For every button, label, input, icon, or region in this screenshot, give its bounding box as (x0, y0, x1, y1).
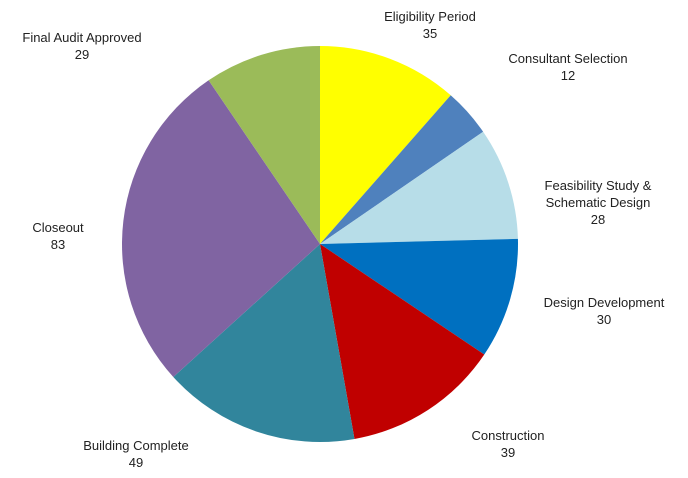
slice-label-consultant-selection: Consultant Selection 12 (508, 51, 627, 83)
slice-label-feasibility-study-and-schematic-design: Feasibility Study & Schematic Design 28 (545, 178, 652, 227)
slices-group (122, 46, 518, 442)
pie-slice-construction (320, 244, 485, 439)
slice-value-label: 12 (561, 68, 575, 83)
slice-label-line: Building Complete (83, 438, 189, 453)
slice-label-line: Feasibility Study & (545, 178, 652, 193)
slice-label-line: Closeout (32, 220, 84, 235)
slice-value-label: 28 (591, 212, 605, 227)
pie-slice-building-complete (173, 244, 355, 442)
slice-label-line: Eligibility Period (384, 9, 476, 24)
pie-slice-final-audit-approved (208, 46, 320, 244)
pie-slice-consultant-selection (320, 95, 484, 244)
slice-value-label: 49 (129, 455, 143, 470)
slice-label-construction: Construction 39 (472, 428, 545, 460)
slice-label-line: Final Audit Approved (22, 30, 141, 45)
slice-label-design-development: Design Development 30 (544, 295, 665, 327)
slice-label-closeout: Closeout 83 (32, 220, 84, 252)
slice-label-eligibility-period: Eligibility Period 35 (384, 9, 476, 41)
labels-group: Eligibility Period 35 Consultant Selection… (22, 9, 664, 470)
slice-value-label: 39 (501, 445, 515, 460)
slice-value-label: 29 (75, 47, 89, 62)
slice-label-line: Construction (472, 428, 545, 443)
slice-value-label: 35 (423, 26, 437, 41)
slice-label-line: Schematic Design (546, 195, 651, 210)
slice-value-label: 30 (597, 312, 611, 327)
pie-slice-feasibility-study-and-schematic-design (320, 131, 518, 244)
slice-label-line: Consultant Selection (508, 51, 627, 66)
pie-slice-closeout (122, 80, 320, 377)
slice-label-line: Design Development (544, 295, 665, 310)
slice-label-building-complete: Building Complete 49 (83, 438, 189, 470)
slice-value-label: 83 (51, 237, 65, 252)
slice-label-final-audit-approved: Final Audit Approved 29 (22, 30, 141, 62)
pie-slice-eligibility-period (320, 46, 451, 244)
pie-slice-design-development (320, 238, 518, 355)
